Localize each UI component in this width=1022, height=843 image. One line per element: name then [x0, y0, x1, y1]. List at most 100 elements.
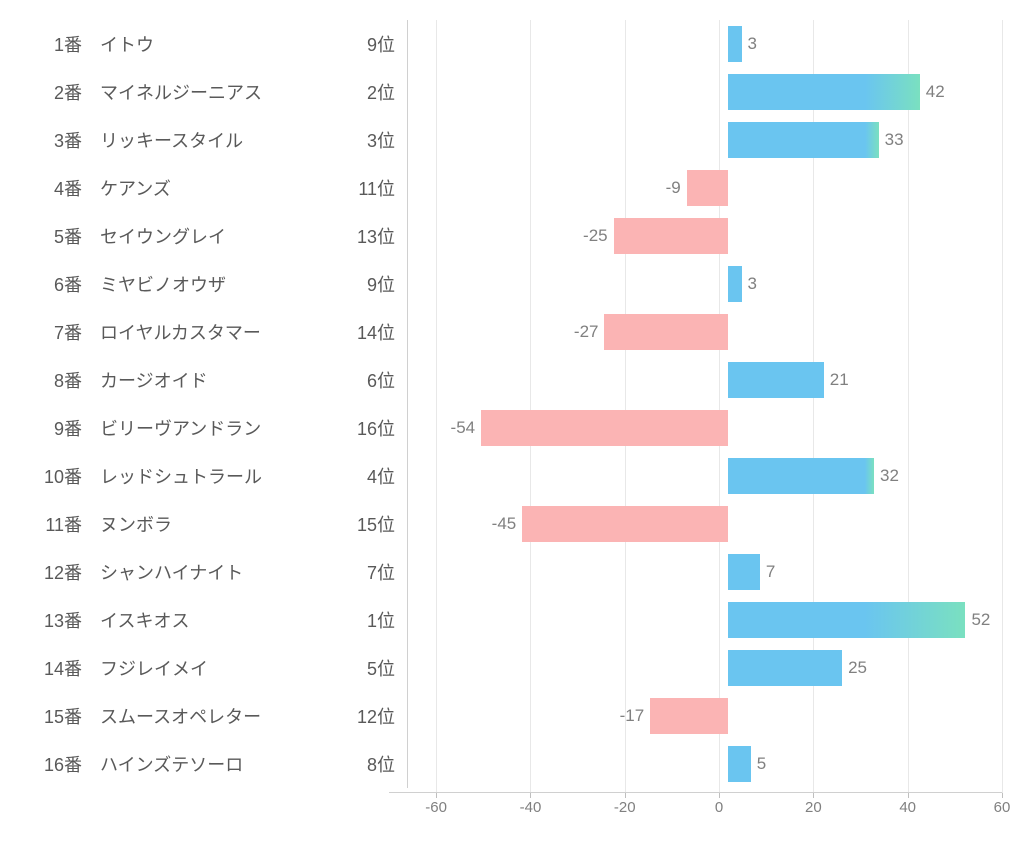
row-rank: 9位 [325, 271, 407, 297]
x-tick [436, 793, 437, 798]
bar [728, 26, 742, 62]
bar [728, 266, 742, 302]
row-number: 4番 [20, 175, 90, 201]
row-rank: 12位 [325, 703, 407, 729]
x-tick [908, 793, 909, 798]
bar-value-label: 3 [748, 274, 757, 294]
table-row: 12番シャンハイナイト7位7 [20, 548, 1002, 596]
row-rank: 16位 [325, 415, 407, 441]
plot-area: 52 [407, 596, 1002, 644]
bar [650, 698, 728, 734]
row-rank: 4位 [325, 463, 407, 489]
table-row: 9番ビリーヴアンドラン16位-54 [20, 404, 1002, 452]
row-number: 9番 [20, 415, 90, 441]
plot-area: -45 [407, 500, 1002, 548]
row-rank: 2位 [325, 79, 407, 105]
table-row: 8番カージオイド6位21 [20, 356, 1002, 404]
plot-area: -17 [407, 692, 1002, 740]
bar-value-label: 33 [885, 130, 904, 150]
bar [687, 170, 728, 206]
row-number: 16番 [20, 751, 90, 777]
row-rank: 8位 [325, 751, 407, 777]
bar [728, 362, 824, 398]
bar-value-label: -45 [492, 514, 517, 534]
x-tick-label: 0 [715, 799, 723, 816]
table-row: 14番フジレイメイ5位25 [20, 644, 1002, 692]
row-number: 8番 [20, 367, 90, 393]
table-row: 11番ヌンボラ15位 -45 [20, 500, 1002, 548]
bar-value-label: 52 [971, 610, 990, 630]
row-number: 1番 [20, 31, 90, 57]
chart-container: 1番イトウ9位32番マイネルジーニアス2位423番リッキースタイル3位334番ケ… [20, 20, 1002, 823]
bar-value-label: 32 [880, 466, 899, 486]
row-name: レッドシュトラール [90, 463, 325, 489]
bar [728, 602, 966, 638]
plot-area: 7 [407, 548, 1002, 596]
plot-area: -25 [407, 212, 1002, 260]
bar [481, 410, 728, 446]
x-tick-label: -20 [614, 799, 636, 816]
row-name: イトウ [90, 31, 325, 57]
plot-area: 3 [407, 20, 1002, 68]
row-number: 5番 [20, 223, 90, 249]
table-row: 13番イスキオス1位 52 [20, 596, 1002, 644]
bar-value-label: 42 [926, 82, 945, 102]
bar [728, 122, 879, 158]
row-name: カージオイド [90, 367, 325, 393]
row-rank: 11位 [325, 175, 407, 201]
chart-rows: 1番イトウ9位32番マイネルジーニアス2位423番リッキースタイル3位334番ケ… [20, 20, 1002, 788]
row-rank: 1位 [325, 607, 407, 633]
row-name: ケアンズ [90, 175, 325, 201]
x-tick-label: -60 [425, 799, 447, 816]
plot-area: 5 [407, 740, 1002, 788]
row-rank: 14位 [325, 319, 407, 345]
row-name: イスキオス [90, 607, 325, 633]
plot-area: -27 [407, 308, 1002, 356]
x-axis: -60-40-200204060 [20, 792, 1002, 823]
row-rank: 7位 [325, 559, 407, 585]
table-row: 1番イトウ9位 3 [20, 20, 1002, 68]
row-number: 10番 [20, 463, 90, 489]
bar [728, 746, 751, 782]
bar-value-label: -25 [583, 226, 608, 246]
gridline [1002, 20, 1003, 793]
x-tick [530, 793, 531, 798]
table-row: 5番セイウングレイ13位-25 [20, 212, 1002, 260]
row-number: 13番 [20, 607, 90, 633]
bar-value-label: -27 [574, 322, 599, 342]
plot-area: 25 [407, 644, 1002, 692]
row-name: ヌンボラ [90, 511, 325, 537]
row-number: 6番 [20, 271, 90, 297]
bar [604, 314, 727, 350]
table-row: 2番マイネルジーニアス2位 42 [20, 68, 1002, 116]
x-tick [1002, 793, 1003, 798]
bar-value-label: -9 [666, 178, 681, 198]
plot-area: 3 [407, 260, 1002, 308]
row-name: シャンハイナイト [90, 559, 325, 585]
row-name: マイネルジーニアス [90, 79, 325, 105]
table-row: 4番ケアンズ11位 -9 [20, 164, 1002, 212]
plot-area: -9 [407, 164, 1002, 212]
bar-value-label: -54 [451, 418, 476, 438]
row-rank: 13位 [325, 223, 407, 249]
table-row: 6番ミヤビノオウザ9位 3 [20, 260, 1002, 308]
plot-area: 42 [407, 68, 1002, 116]
bar [728, 650, 842, 686]
row-number: 3番 [20, 127, 90, 153]
x-tick [625, 793, 626, 798]
x-tick [813, 793, 814, 798]
row-number: 2番 [20, 79, 90, 105]
bar-value-label: -17 [620, 706, 645, 726]
bar-value-label: 7 [766, 562, 775, 582]
x-tick [719, 793, 720, 798]
bar-value-label: 3 [748, 34, 757, 54]
row-name: ミヤビノオウザ [90, 271, 325, 297]
table-row: 3番リッキースタイル3位33 [20, 116, 1002, 164]
row-rank: 9位 [325, 31, 407, 57]
bar-value-label: 25 [848, 658, 867, 678]
row-number: 11番 [20, 511, 90, 537]
row-rank: 15位 [325, 511, 407, 537]
bar [728, 554, 760, 590]
row-name: スムースオペレター [90, 703, 325, 729]
row-rank: 6位 [325, 367, 407, 393]
